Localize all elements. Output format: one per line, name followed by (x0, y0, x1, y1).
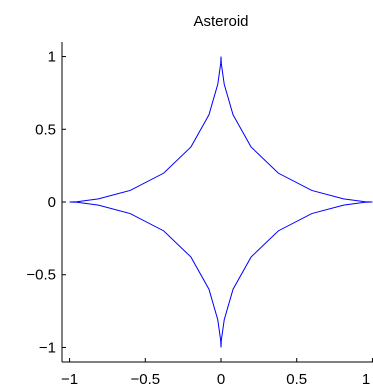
axis-ticks (62, 56, 373, 362)
x-tick-label: 1 (362, 371, 370, 388)
y-tick-label: 0.5 (35, 121, 56, 138)
y-tick-label: 1 (48, 49, 56, 66)
x-tick-label: −0.5 (130, 371, 160, 388)
y-tick-label: 0 (48, 194, 56, 211)
plot-frame (62, 42, 373, 362)
y-tick-label: −1 (39, 339, 56, 356)
y-tick-label: −0.5 (26, 267, 56, 284)
tick-labels: −1 −0.5 0 0.5 1 −1 −0.5 0 0.5 1 (26, 49, 370, 388)
x-tick-label: −1 (61, 371, 78, 388)
x-tick-label: 0.5 (286, 371, 307, 388)
chart-title: Asteroid (193, 13, 248, 30)
asteroid-curve (69, 56, 373, 348)
x-tick-label: 0 (217, 371, 225, 388)
